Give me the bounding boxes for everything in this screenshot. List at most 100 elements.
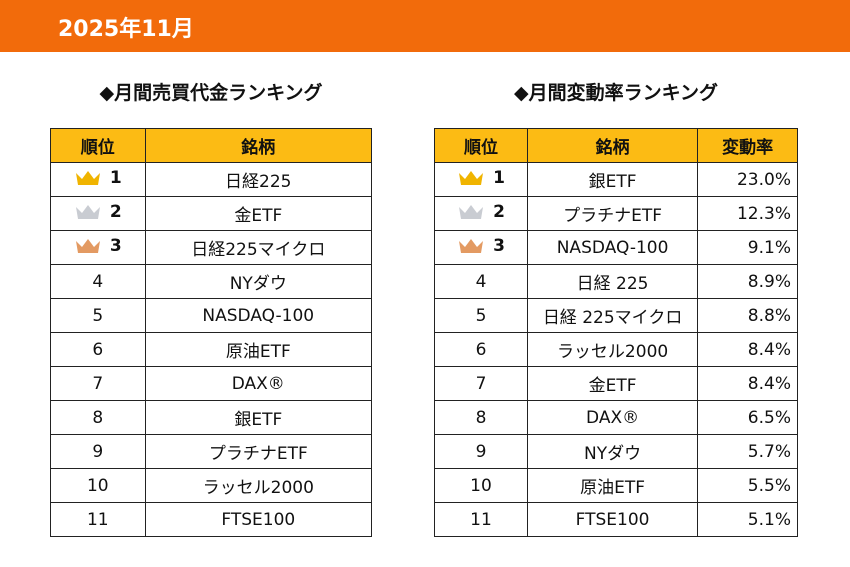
name-cell: ラッセル2000 bbox=[526, 332, 699, 367]
table-row: 3 日経225マイクロ bbox=[50, 230, 373, 265]
rank-cell: 8 bbox=[50, 400, 146, 435]
rate-cell: 12.3% bbox=[697, 196, 798, 231]
name-cell: NYダウ bbox=[526, 434, 699, 469]
rank-badge: 2 bbox=[74, 202, 122, 222]
rank-badge: 1 bbox=[74, 168, 122, 188]
rank-cell: 4 bbox=[50, 264, 146, 299]
table-row: 8 銀ETF bbox=[50, 400, 373, 435]
table-row: 5 日経 225マイクロ 8.8% bbox=[434, 298, 798, 333]
rank-cell: 2 bbox=[434, 196, 528, 231]
crown-icon bbox=[75, 204, 100, 219]
rank-cell: 6 bbox=[50, 332, 146, 367]
crown-icon bbox=[459, 170, 484, 185]
table-row: 11 FTSE100 5.1% bbox=[434, 502, 798, 537]
rank-cell: 11 bbox=[50, 502, 146, 537]
rate-cell: 8.8% bbox=[697, 298, 798, 333]
table-row: 6 原油ETF bbox=[50, 332, 373, 367]
rate-cell: 9.1% bbox=[697, 230, 798, 265]
table-row: 11 FTSE100 bbox=[50, 502, 373, 537]
rank-cell: 11 bbox=[434, 502, 528, 537]
rate-cell: 5.5% bbox=[697, 468, 798, 503]
rank: 2 bbox=[493, 201, 505, 222]
name-cell: 日経 225マイクロ bbox=[526, 298, 699, 333]
rank-cell: 4 bbox=[434, 264, 528, 299]
rank-cell: 5 bbox=[434, 298, 528, 333]
rank-cell: 10 bbox=[434, 468, 528, 503]
header-row: 順位 銘柄 変動率 bbox=[434, 128, 798, 163]
rank: 3 bbox=[493, 235, 505, 256]
name-cell: 銀ETF bbox=[144, 400, 373, 435]
crown-icon bbox=[459, 238, 484, 253]
table-row: 9 プラチナETF bbox=[50, 434, 373, 469]
rank-cell: 5 bbox=[50, 298, 146, 333]
table-title: ◆月間売買代金ランキング bbox=[99, 82, 323, 104]
rank-cell: 3 bbox=[434, 230, 528, 265]
rank-cell: 2 bbox=[50, 196, 146, 231]
table-row: 2 金ETF bbox=[50, 196, 373, 231]
rank: 3 bbox=[109, 235, 122, 256]
table-row: 7 金ETF 8.4% bbox=[434, 366, 798, 401]
name-cell: 原油ETF bbox=[144, 332, 373, 367]
name-cell: プラチナETF bbox=[144, 434, 373, 469]
name-cell: DAX® bbox=[526, 400, 699, 435]
header-title: 2025年11月 bbox=[58, 17, 194, 42]
name-cell: NASDAQ-100 bbox=[144, 298, 373, 333]
crown-icon bbox=[75, 238, 100, 253]
table-title: ◆月間変動率ランキング bbox=[513, 82, 719, 104]
table-row: 10 ラッセル2000 bbox=[50, 468, 373, 503]
rank-cell: 1 bbox=[50, 162, 146, 197]
rate-cell: 8.4% bbox=[697, 366, 798, 401]
name-cell: 日経225マイクロ bbox=[144, 230, 373, 265]
crown-icon bbox=[459, 204, 484, 219]
table-row: 5 NASDAQ-100 bbox=[50, 298, 373, 333]
name-cell: FTSE100 bbox=[526, 502, 699, 537]
crown-icon bbox=[75, 170, 100, 185]
rank: 1 bbox=[109, 167, 122, 188]
name-cell: FTSE100 bbox=[144, 502, 373, 537]
rank-cell: 1 bbox=[434, 162, 528, 197]
rank-badge: 3 bbox=[457, 236, 505, 256]
table-row: 10 原油ETF 5.5% bbox=[434, 468, 798, 503]
name-cell: NASDAQ-100 bbox=[526, 230, 699, 265]
name-cell: 日経225 bbox=[144, 162, 373, 197]
rate-cell: 6.5% bbox=[697, 400, 798, 435]
table-row: 6 ラッセル2000 8.4% bbox=[434, 332, 798, 367]
name-cell: プラチナETF bbox=[526, 196, 699, 231]
column-header: 銘柄 bbox=[526, 128, 699, 163]
rank-badge: 2 bbox=[457, 202, 505, 222]
name-cell: DAX® bbox=[144, 366, 373, 401]
table-row: 1 日経225 bbox=[50, 162, 373, 197]
table-row: 4 日経 225 8.9% bbox=[434, 264, 798, 299]
table-row: 4 NYダウ bbox=[50, 264, 373, 299]
column-header: 銘柄 bbox=[144, 128, 373, 163]
rank-cell: 7 bbox=[50, 366, 146, 401]
table-row: 7 DAX® bbox=[50, 366, 373, 401]
table-row: 1 銀ETF 23.0% bbox=[434, 162, 798, 197]
name-cell: 金ETF bbox=[526, 366, 699, 401]
header-row: 順位 銘柄 bbox=[50, 128, 373, 163]
rate-cell: 5.7% bbox=[697, 434, 798, 469]
name-cell: ラッセル2000 bbox=[144, 468, 373, 503]
name-cell: 日経 225 bbox=[526, 264, 699, 299]
rate-cell: 8.9% bbox=[697, 264, 798, 299]
rank-cell: 3 bbox=[50, 230, 146, 265]
rate-cell: 8.4% bbox=[697, 332, 798, 367]
ranking-table: 順位 銘柄 1 日経225 2 金ETF 3 日経225マイクロ 4 NYダウ 5 NASDAQ-10… bbox=[50, 128, 373, 537]
rank: 2 bbox=[109, 201, 122, 222]
rank-cell: 9 bbox=[434, 434, 528, 469]
rank-cell: 8 bbox=[434, 400, 528, 435]
ranking-table: 順位 銘柄 変動率 1 銀ETF 23.0% 2 プラチナETF 12.3% 3 NASDAQ-10… bbox=[434, 128, 798, 537]
rate-cell: 5.1% bbox=[697, 502, 798, 537]
name-cell: NYダウ bbox=[144, 264, 373, 299]
rank-cell: 6 bbox=[434, 332, 528, 367]
table-row: 2 プラチナETF 12.3% bbox=[434, 196, 798, 231]
table-row: 3 NASDAQ-100 9.1% bbox=[434, 230, 798, 265]
header-bar: 2025年11月 bbox=[0, 0, 850, 52]
name-cell: 原油ETF bbox=[526, 468, 699, 503]
rank-cell: 10 bbox=[50, 468, 146, 503]
table-row: 8 DAX® 6.5% bbox=[434, 400, 798, 435]
name-cell: 銀ETF bbox=[526, 162, 699, 197]
rank-badge: 3 bbox=[74, 236, 122, 256]
rank-cell: 9 bbox=[50, 434, 146, 469]
